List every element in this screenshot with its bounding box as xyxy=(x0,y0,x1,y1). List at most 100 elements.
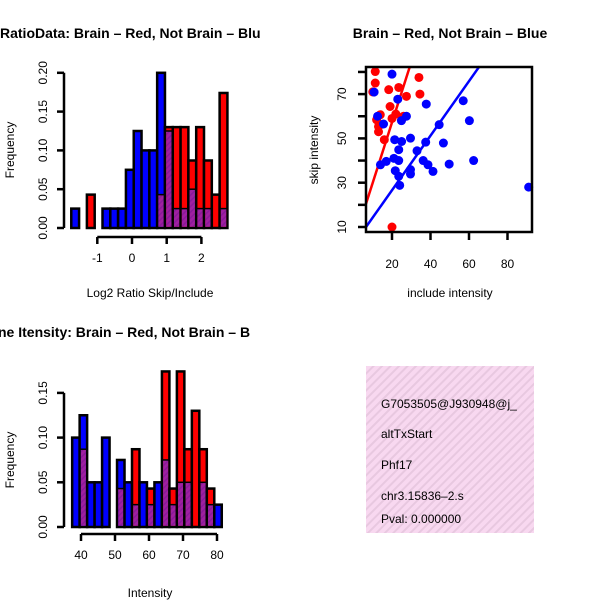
not-brain-point xyxy=(375,160,385,170)
overlap-bar xyxy=(118,488,124,526)
brain-point xyxy=(374,127,384,137)
x-axis-label: include intensity xyxy=(407,286,492,300)
x-axis-label: Intensity xyxy=(128,586,173,600)
y-tick-label: 0.05 xyxy=(36,177,50,201)
brain-bar xyxy=(85,193,96,230)
not-brain-point xyxy=(421,99,431,109)
brain-point xyxy=(370,78,380,88)
y-tick-label: 0.10 xyxy=(36,426,50,450)
gene-name: Phf17 xyxy=(381,458,413,472)
y-axis-label: Frequency xyxy=(3,432,17,489)
y-tick-label: 0.15 xyxy=(36,381,50,405)
y-tick-label: 10 xyxy=(335,220,349,234)
overlap-bar xyxy=(163,459,169,526)
brain-point xyxy=(401,91,411,101)
brain-bar xyxy=(160,370,171,529)
overlap-bar xyxy=(158,194,164,227)
not-brain-point xyxy=(390,135,400,145)
overlap-bar xyxy=(185,482,191,526)
info-box: G7053505@J930948@j_ altTxStart Phf17 chr… xyxy=(366,366,534,533)
scatter-panel: Brain – Red, Not Brain – Blue include in… xyxy=(307,25,547,300)
event-type: altTxStart xyxy=(381,427,433,441)
x-tick-label: 40 xyxy=(424,257,438,271)
not-brain-point xyxy=(379,119,389,129)
not-brain-point xyxy=(387,69,397,79)
overlap-bar xyxy=(133,504,139,526)
ratio-histogram-panel: RatioData: Brain – Red, Not Brain – Blu … xyxy=(0,25,261,300)
y-tick-label: 0.15 xyxy=(36,100,50,124)
chart-title: Brain – Red, Not Brain – Blue xyxy=(353,25,548,41)
not-brain-point xyxy=(423,160,433,170)
not-brain-point xyxy=(389,153,399,163)
x-tick-label: 60 xyxy=(462,257,476,271)
overlap-bar xyxy=(189,189,195,227)
not-brain-point xyxy=(458,96,468,106)
overlap-bar xyxy=(178,482,184,526)
intensity-histogram-panel: ne Itensity: Brain – Red, Not Brain – B … xyxy=(0,324,250,600)
plot-frame xyxy=(364,65,534,234)
overlap-bar xyxy=(181,208,188,227)
x-tick-label: 2 xyxy=(198,251,205,265)
x-tick-label: 0 xyxy=(129,251,136,265)
brain-point xyxy=(415,89,425,99)
not-brain-fit-line xyxy=(364,65,481,228)
y-axis-label: skip intensity xyxy=(307,116,321,185)
not-brain-point xyxy=(444,159,454,169)
brain-point xyxy=(394,82,404,92)
x-tick-label: 40 xyxy=(74,548,88,562)
y-tick-label: 0.00 xyxy=(36,216,50,240)
not-brain-point xyxy=(428,166,438,176)
pval-text: Pval: 0.000000 xyxy=(381,512,461,526)
not-brain-bar xyxy=(100,436,111,529)
brain-point xyxy=(370,67,380,77)
y-tick-label: 0.05 xyxy=(36,470,50,494)
y-tick-label: 0.10 xyxy=(36,138,50,162)
x-tick-label: 80 xyxy=(210,548,224,562)
y-tick-label: 30 xyxy=(335,176,349,190)
overlap-bar xyxy=(173,208,180,227)
not-brain-point xyxy=(394,145,404,155)
x-tick-label: 20 xyxy=(385,257,399,271)
overlap-bar xyxy=(220,208,227,227)
y-tick-label: 70 xyxy=(335,87,349,101)
x-tick-label: -1 xyxy=(92,251,103,265)
x-tick-label: 70 xyxy=(176,548,190,562)
overlap-bar xyxy=(208,504,214,526)
not-brain-point xyxy=(369,87,379,97)
overlap-bar xyxy=(166,131,172,227)
not-brain-point xyxy=(405,169,415,179)
location: chr3.15836–2.s xyxy=(381,489,464,503)
overlap-bar xyxy=(170,504,176,526)
x-tick-label: 80 xyxy=(501,257,515,271)
not-brain-bar xyxy=(70,207,81,230)
chart-title: ne Itensity: Brain – Red, Not Brain – B xyxy=(0,324,250,340)
brain-bar xyxy=(218,91,229,230)
not-brain-point xyxy=(373,111,383,121)
overlap-bar xyxy=(80,449,86,526)
not-brain-point xyxy=(438,138,448,148)
y-axis-label: Frequency xyxy=(3,122,17,179)
brain-point xyxy=(414,72,424,82)
x-axis-label: Log2 Ratio Skip/Include xyxy=(87,286,214,300)
brain-fit-line xyxy=(364,66,412,205)
not-brain-point xyxy=(393,94,403,104)
x-tick-label: 60 xyxy=(142,548,156,562)
overlap-bar xyxy=(205,208,211,227)
not-brain-bar xyxy=(213,503,224,529)
event-id: G7053505@J930948@j_ xyxy=(381,397,517,411)
y-tick-label: 0.00 xyxy=(36,515,50,539)
y-tick-label: 50 xyxy=(335,131,349,145)
not-brain-point xyxy=(464,116,474,126)
not-brain-point xyxy=(405,133,415,143)
not-brain-point xyxy=(397,137,407,147)
not-brain-point xyxy=(469,156,479,166)
brain-point xyxy=(387,222,397,232)
overlap-bar xyxy=(197,208,203,227)
brain-point xyxy=(384,85,394,95)
x-tick-label: 50 xyxy=(108,548,122,562)
y-tick-label: 0.20 xyxy=(36,61,50,85)
not-brain-point xyxy=(401,111,411,121)
x-tick-label: 1 xyxy=(163,251,170,265)
overlap-bar xyxy=(148,504,154,526)
